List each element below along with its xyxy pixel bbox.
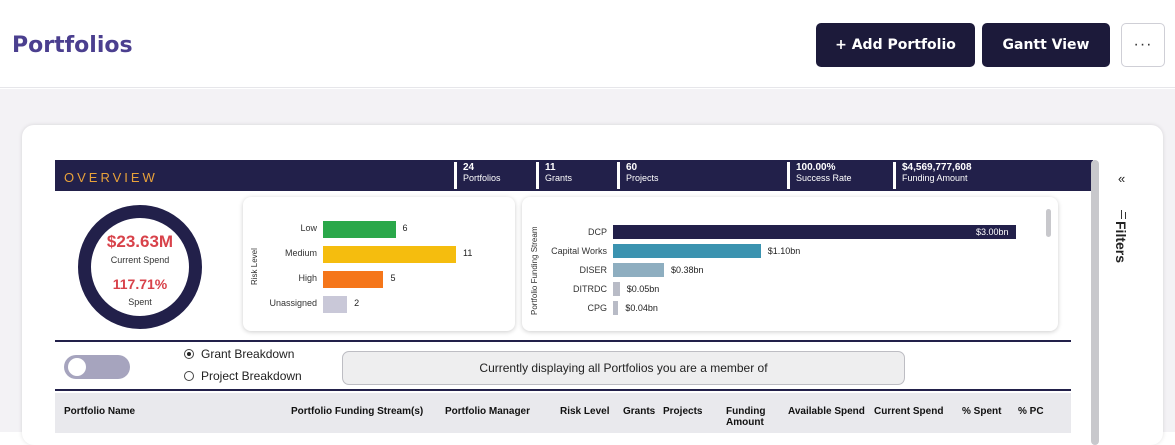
kpi-value: 60 <box>626 162 638 173</box>
data-label: $3.00bn <box>976 227 1009 237</box>
add-portfolio-button[interactable]: + Add Portfolio <box>816 23 975 67</box>
bar-cpg[interactable] <box>613 301 619 315</box>
report-card: OVERVIEW 24 Portfolios 11 Grants 60 Project… <box>22 125 1163 445</box>
filters-pane: « Filters <box>1104 161 1163 445</box>
portfolio-info-message: Currently displaying all Portfolios you … <box>342 351 905 385</box>
breakdown-toggle[interactable] <box>64 355 130 379</box>
col-grants[interactable]: Grants <box>623 406 656 417</box>
category-label: DISER <box>579 265 607 275</box>
category-label: Capital Works <box>551 246 607 256</box>
top-bar: Portfolios + Add Portfolio Gantt View ··… <box>0 0 1175 88</box>
report-canvas: OVERVIEW 24 Portfolios 11 Grants 60 Project… <box>0 89 1175 445</box>
data-label: 6 <box>402 223 408 233</box>
filters-label[interactable]: Filters <box>1113 221 1129 264</box>
col-portfolio-name[interactable]: Portfolio Name <box>64 406 136 417</box>
current-spend-label: Current Spend <box>110 255 170 265</box>
data-label: $1.10bn <box>767 246 801 256</box>
bar-high[interactable] <box>323 271 384 288</box>
category-label: DCP <box>587 227 607 237</box>
col-available-spend[interactable]: Available Spend <box>788 406 865 417</box>
kpi-projects: 60 Projects <box>617 162 659 189</box>
kpi-grants: 11 Grants <box>536 162 572 189</box>
radio-label: Grant Breakdown <box>201 347 295 361</box>
section-divider <box>55 340 1071 342</box>
kpi-portfolios: 24 Portfolios <box>454 162 501 189</box>
radio-project-breakdown[interactable]: Project Breakdown <box>184 369 302 383</box>
col-risk-level[interactable]: Risk Level <box>560 406 610 417</box>
category-label: CPG <box>587 303 607 313</box>
data-label: 5 <box>390 273 396 283</box>
kpi-value: 100.00% <box>796 162 836 173</box>
report-scrollbar[interactable] <box>1091 160 1099 445</box>
overview-banner: OVERVIEW 24 Portfolios 11 Grants 60 Project… <box>55 160 1093 191</box>
kpi-label: Success Rate <box>796 173 852 183</box>
kpi-label: Grants <box>545 173 573 183</box>
chart-scrollbar[interactable] <box>1046 209 1051 237</box>
category-label: Unassigned <box>269 298 317 308</box>
bar-medium[interactable] <box>323 246 456 263</box>
page-title: Portfolios <box>12 33 133 58</box>
spend-donut: $23.63M Current Spend 117.71% Spent <box>78 205 202 329</box>
bar-ditrdc[interactable] <box>613 282 620 296</box>
data-label: $0.38bn <box>671 265 704 275</box>
radio-grant-breakdown[interactable]: Grant Breakdown <box>184 347 294 361</box>
more-options-button[interactable]: ··· <box>1121 23 1165 67</box>
category-label: Low <box>300 223 317 233</box>
col-percent-pc[interactable]: % PC <box>1018 406 1044 417</box>
gantt-view-button[interactable]: Gantt View <box>982 23 1110 67</box>
collapse-icon[interactable]: « <box>1118 171 1126 186</box>
bar-capital-works[interactable] <box>613 244 761 258</box>
col-projects[interactable]: Projects <box>663 406 703 417</box>
table-header: Portfolio Name Portfolio Funding Stream(… <box>55 393 1071 433</box>
filter-icon <box>1120 206 1128 219</box>
kpi-value: $4,569,777,608 <box>902 162 972 173</box>
spent-percent-value: 117.71% <box>112 276 168 292</box>
bar-unassigned[interactable] <box>323 296 348 313</box>
table-divider <box>55 389 1071 391</box>
kpi-label: Projects <box>626 173 659 183</box>
category-label: DITRDC <box>573 284 607 294</box>
data-label: 11 <box>463 248 473 258</box>
kpi-success-rate: 100.00% Success Rate <box>787 162 852 189</box>
toggle-knob <box>68 358 86 376</box>
bar-low[interactable] <box>323 221 396 238</box>
col-current-spend[interactable]: Current Spend <box>874 406 944 417</box>
kpi-value: 24 <box>463 162 475 173</box>
kpi-label: Portfolios <box>463 173 501 183</box>
radio-selected-icon <box>184 349 194 359</box>
col-portfolio-manager[interactable]: Portfolio Manager <box>445 406 531 417</box>
category-label: Medium <box>284 248 317 258</box>
kpi-label: Funding Amount <box>902 173 968 183</box>
bar-dcp[interactable] <box>613 225 1016 239</box>
category-label: High <box>298 273 317 283</box>
data-label: $0.04bn <box>625 303 658 313</box>
risk-level-chart: Risk Level Low 6 Medium 11 High 5 Unassigned 2 <box>243 197 515 331</box>
current-spend-value: $23.63M <box>106 232 174 251</box>
funding-stream-chart: Portfolio Funding Stream DCP $3.00bn Capit… <box>522 197 1058 331</box>
col-funding-amount[interactable]: Funding Amount <box>726 406 766 428</box>
radio-unselected-icon <box>184 371 194 381</box>
spent-percent-label: Spent <box>128 297 152 307</box>
data-label: 2 <box>354 298 360 308</box>
radio-label: Project Breakdown <box>201 369 302 383</box>
col-funding-stream[interactable]: Portfolio Funding Stream(s) <box>291 406 424 417</box>
data-label: $0.05bn <box>626 284 660 294</box>
kpi-funding-amount: $4,569,777,608 Funding Amount <box>893 162 972 189</box>
kpi-value: 11 <box>545 162 556 173</box>
overview-title: OVERVIEW <box>64 170 158 185</box>
bar-diser[interactable] <box>613 263 665 277</box>
col-percent-spent[interactable]: % Spent <box>962 406 1002 417</box>
